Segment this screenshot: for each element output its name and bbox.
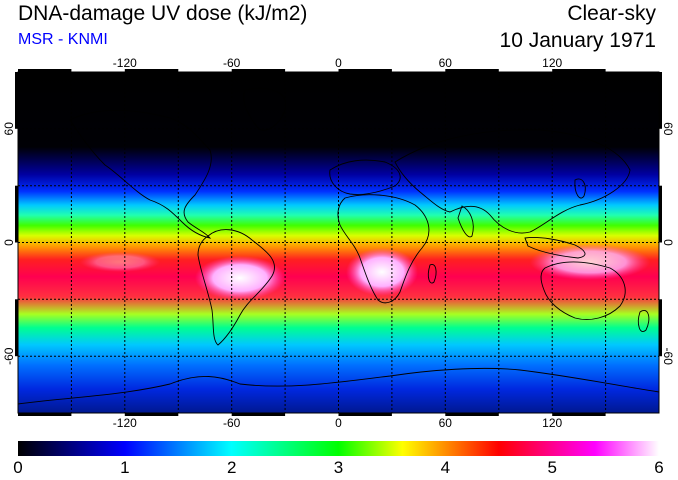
coastline-antarctica bbox=[18, 367, 659, 405]
hotspot-southern-africa bbox=[346, 248, 418, 296]
map-title: DNA-damage UV dose (kJ/m2) bbox=[18, 2, 308, 25]
lat-tick-right: 0 bbox=[661, 239, 675, 246]
uv-field bbox=[18, 72, 659, 413]
lon-tick-bottom: -120 bbox=[113, 416, 137, 430]
coastline-africa bbox=[337, 194, 430, 304]
graticule bbox=[18, 72, 659, 413]
hotspot-pacific bbox=[80, 252, 160, 272]
lon-labels-bottom: -120 -60 0 60 120 bbox=[113, 416, 563, 430]
lat-tick-left: 60 bbox=[2, 122, 16, 136]
date-label: 10 January 1971 bbox=[499, 29, 656, 52]
coastline-australia bbox=[540, 261, 626, 320]
lon-tick-top: 60 bbox=[439, 56, 453, 70]
lon-tick-bottom: -60 bbox=[223, 416, 241, 430]
lon-tick-bottom: 120 bbox=[542, 416, 562, 430]
lon-tick-top: -60 bbox=[223, 56, 241, 70]
coastline-greenland bbox=[243, 87, 287, 131]
lat-tick-left: -60 bbox=[2, 347, 16, 365]
colorbar-label: 1 bbox=[120, 458, 130, 477]
hotspot-south-america bbox=[195, 256, 285, 300]
lon-tick-top: 0 bbox=[335, 56, 342, 70]
lat-tick-left: 0 bbox=[2, 239, 16, 246]
colorbar-label: 5 bbox=[547, 458, 557, 477]
hotspot-australia bbox=[530, 244, 650, 280]
coastline-asia bbox=[394, 129, 631, 234]
lon-tick-bottom: 60 bbox=[439, 416, 453, 430]
coastline-india bbox=[457, 205, 474, 238]
lat-labels-left: 60 0 -60 bbox=[2, 122, 16, 365]
coastline-indonesia bbox=[524, 237, 586, 259]
colorbar-label: 0 bbox=[13, 458, 23, 477]
lat-tick-right: -60 bbox=[661, 348, 675, 366]
lat-tick-right: 60 bbox=[661, 122, 675, 136]
lon-tick-bottom: 0 bbox=[335, 416, 342, 430]
lon-labels-top: -120 -60 0 60 120 bbox=[113, 56, 563, 70]
colorbar-label: 4 bbox=[440, 458, 451, 477]
lon-tick-top: -120 bbox=[113, 56, 137, 70]
lat-labels-right: 60 0 -60 bbox=[661, 122, 675, 365]
coastline-japan bbox=[574, 178, 586, 199]
map-subtitle: MSR - KNMI bbox=[18, 31, 108, 48]
colorbar-label: 2 bbox=[226, 458, 237, 477]
coastline-madagascar bbox=[427, 264, 437, 284]
coastline-new-zealand bbox=[637, 310, 650, 332]
map-frame bbox=[15, 69, 662, 416]
colorbar-label: 6 bbox=[654, 458, 664, 477]
colorbar-label: 3 bbox=[333, 458, 344, 477]
product-label: Clear-sky bbox=[567, 2, 656, 25]
lon-tick-top: 120 bbox=[542, 56, 562, 70]
colorbar bbox=[18, 441, 659, 456]
